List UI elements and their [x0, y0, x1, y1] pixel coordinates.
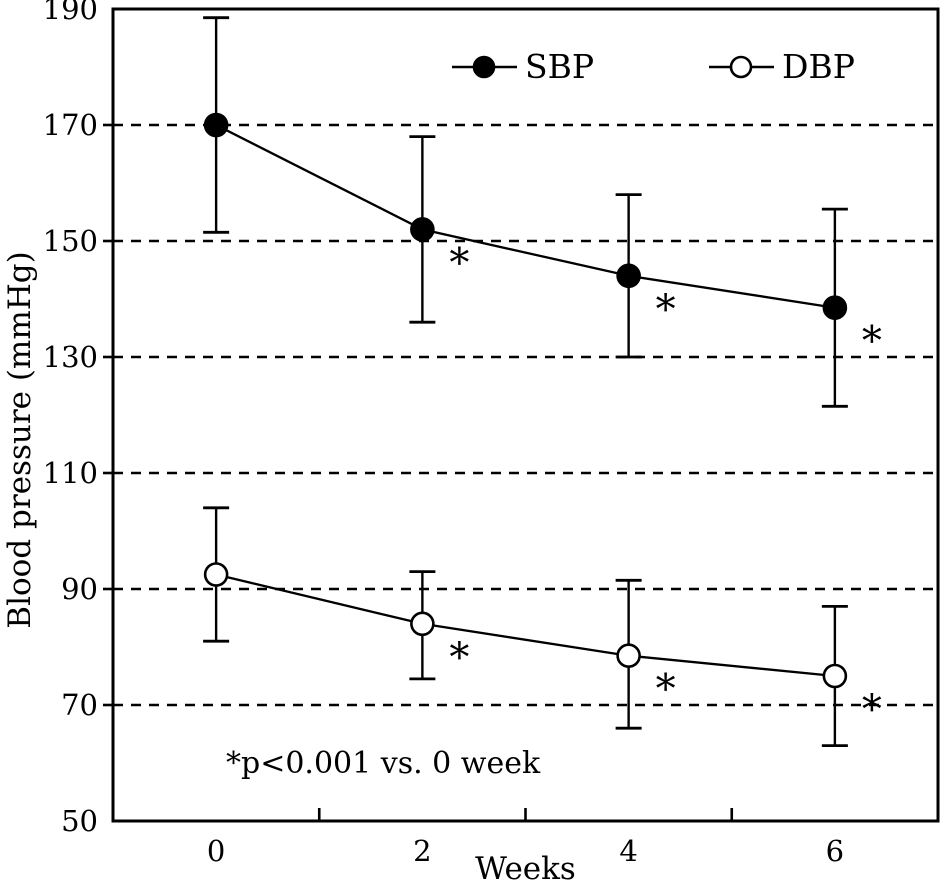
significance-note: *p<0.001 vs. 0 week	[226, 746, 541, 781]
y-tick-label-90: 90	[61, 572, 98, 606]
y-tick-label-190: 190	[43, 0, 98, 26]
sbp-marker-week-6	[822, 295, 848, 321]
legend-dbp-label: DBP	[782, 47, 855, 86]
y-tick-label-130: 130	[43, 340, 98, 374]
dbp-marker-week-4	[616, 643, 641, 669]
y-tick-label-170: 170	[43, 108, 98, 142]
dbp-marker-week-0	[203, 562, 229, 587]
legend-dbp-marker	[729, 55, 753, 79]
sbp-significance-week-6: *	[862, 319, 882, 365]
sbp-marker-week-4	[616, 263, 641, 289]
plot-border	[111, 7, 940, 823]
dbp-significance-week-2: *	[449, 635, 469, 681]
x-tick-label-0: 0	[207, 834, 225, 868]
y-tick-label-150: 150	[43, 224, 98, 258]
x-axis-title: Weeks	[475, 851, 576, 885]
sbp-significance-week-2: *	[449, 240, 469, 286]
x-tick-label-6: 6	[826, 834, 844, 868]
y-axis-title: Blood pressure (mmHg)	[2, 251, 38, 628]
y-tick-label-70: 70	[61, 688, 98, 722]
dbp-significance-week-6: *	[862, 687, 882, 733]
legend-sbp: SBP	[452, 47, 594, 86]
dbp-significance-week-4: *	[656, 667, 676, 713]
sbp-marker-week-0	[203, 112, 229, 138]
y-tick-label-50: 50	[61, 804, 98, 838]
dbp-marker-week-2	[410, 611, 435, 637]
legend-dbp: DBP	[709, 47, 855, 86]
sbp-significance-week-4: *	[656, 287, 676, 333]
sbp-marker-week-2	[410, 217, 435, 242]
dbp-line	[215, 573, 835, 678]
legend-sbp-marker	[472, 55, 496, 79]
x-tick-label-2: 2	[413, 834, 431, 868]
y-tick-label-110: 110	[43, 456, 98, 490]
dbp-marker-week-6	[822, 663, 848, 689]
legend-sbp-label: SBP	[525, 47, 594, 86]
x-tick-label-4: 4	[619, 834, 637, 868]
sbp-line	[215, 123, 836, 309]
